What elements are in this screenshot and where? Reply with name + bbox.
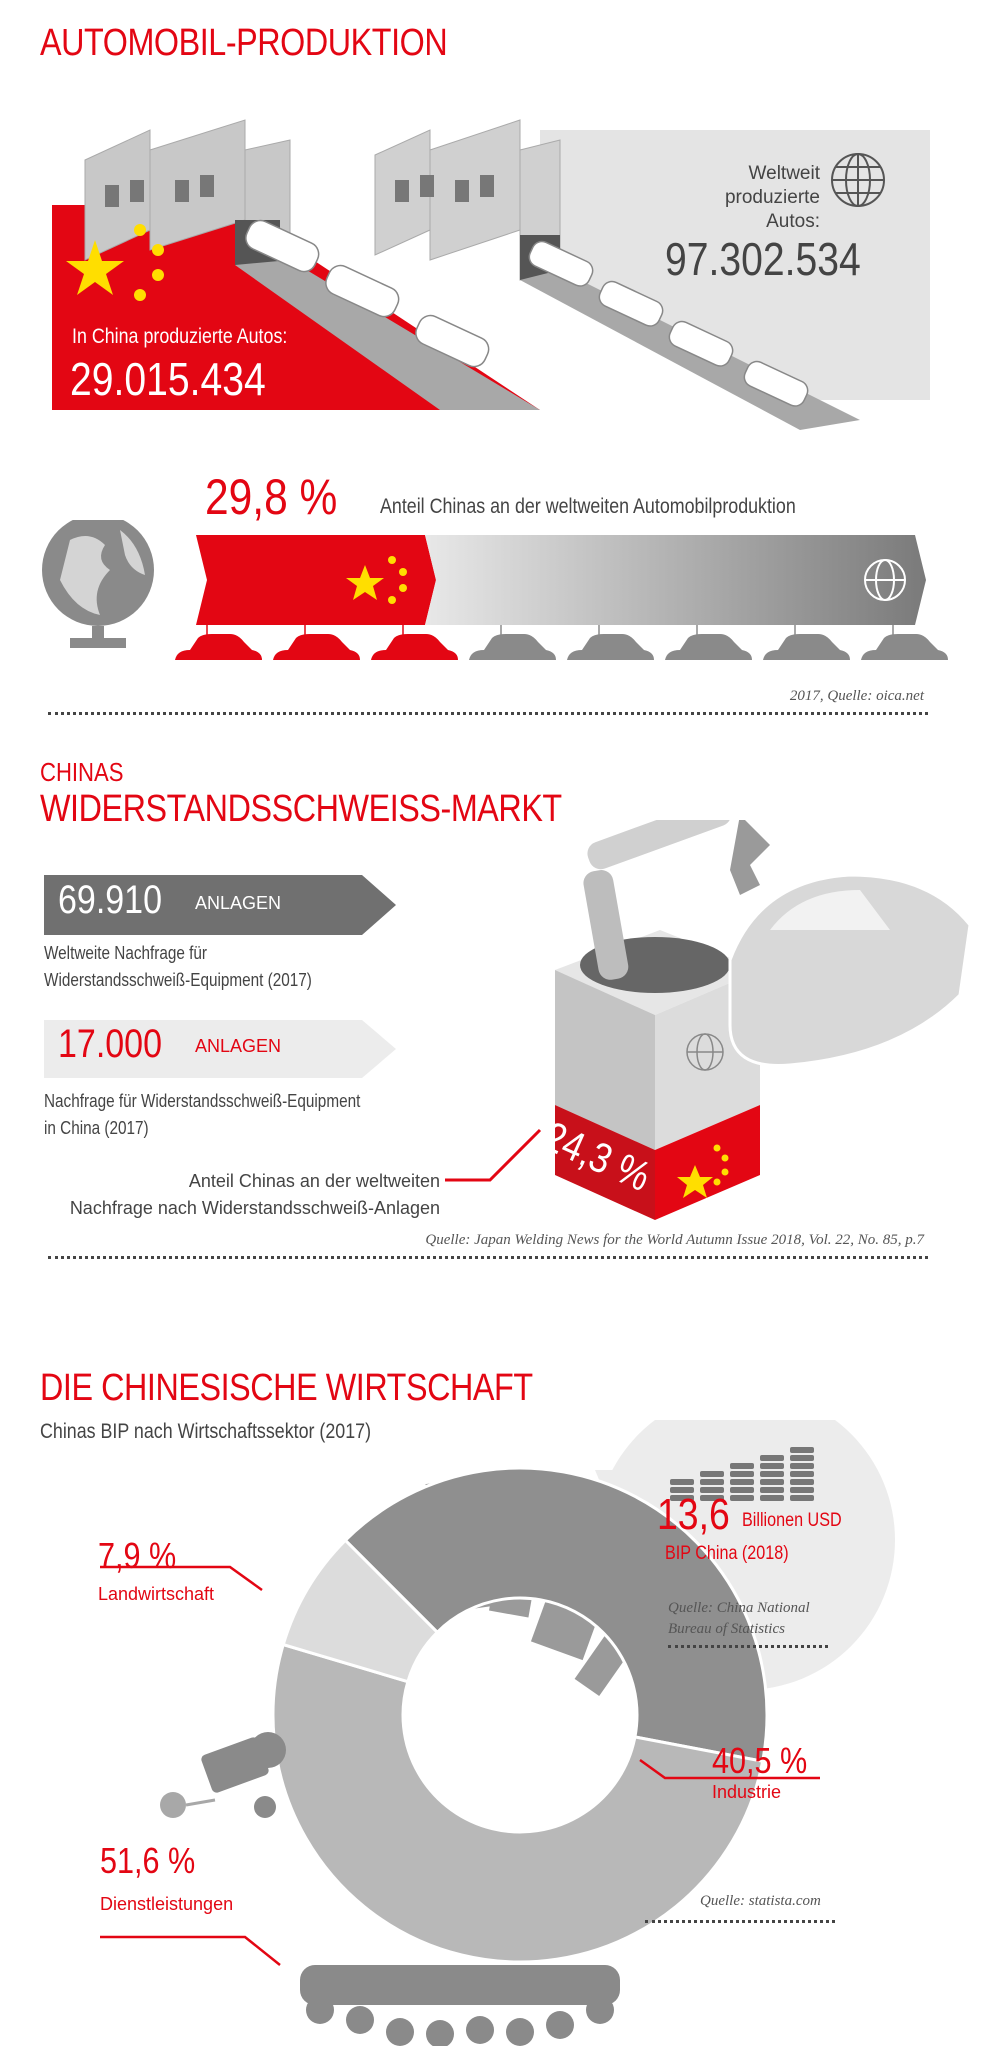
- gdp-label: BIP China (2018): [665, 1543, 789, 1564]
- china-share-label: Anteil Chinas an der weltweiten Automobi…: [380, 495, 796, 518]
- gdp-value: 13,6: [657, 1490, 730, 1539]
- world-demand-unit: ANLAGEN: [195, 893, 282, 913]
- desc-line: Widerstandsschweiß-Equipment (2017): [44, 970, 312, 990]
- factory-illustration: [52, 119, 930, 430]
- welding-robot-illustration: [445, 820, 972, 1220]
- gdp-unit: Billionen USD: [742, 1510, 842, 1531]
- share-bar-illustration: [42, 520, 948, 660]
- section-title-welding: WIDERSTANDSSCHWEISS-MARKT: [40, 788, 562, 830]
- donut-slice-landwirtschaft: [281, 1538, 440, 1684]
- source-line: Bureau of Statistics: [668, 1621, 785, 1637]
- world-demand-bar: [44, 875, 396, 935]
- car-icon: [371, 625, 458, 660]
- china-share-value: 29,8 %: [205, 469, 338, 525]
- gdp-source: Quelle: China National Bureau of Statist…: [668, 1598, 810, 1640]
- source-oica: 2017, Quelle: oica.net: [789, 688, 924, 704]
- world-cars-value: 97.302.534: [665, 233, 861, 285]
- world-label-line2: produzierte Autos:: [724, 187, 820, 232]
- desc-line: in China (2017): [44, 1118, 149, 1138]
- tractor-icon: [160, 1732, 286, 1818]
- services-label: Dienstleistungen: [100, 1894, 234, 1914]
- services-value: 51,6 %: [100, 1840, 196, 1881]
- donut-slice-industrie: [343, 1466, 769, 1764]
- globe-icon: [686, 1033, 724, 1071]
- section-title-economy: DIE CHINESISCHE WIRTSCHAFT: [40, 1367, 533, 1409]
- coins-icon: [670, 1447, 814, 1501]
- section-title-automobile: AUTOMOBIL-PRODUKTION: [40, 22, 448, 64]
- industry-label: Industrie: [712, 1782, 782, 1802]
- world-demand-desc: Weltweite Nachfrage für Widerstandsschwe…: [44, 940, 312, 994]
- divider: [645, 1920, 835, 1923]
- china-share-desc: Anteil Chinas an der weltweiten Nachfrag…: [40, 1168, 440, 1222]
- economy-subtitle: Chinas BIP nach Wirtschaftssektor (2017): [40, 1420, 372, 1443]
- car-icon: [665, 625, 752, 660]
- agriculture-label: Landwirtschaft: [98, 1584, 215, 1604]
- agriculture-value: 7,9 %: [98, 1535, 177, 1576]
- globe-icon: [831, 153, 885, 207]
- car-icon: [175, 625, 262, 660]
- gdp-donut-chart: [100, 1420, 895, 2046]
- china-demand-unit: ANLAGEN: [195, 1036, 282, 1056]
- divider: [668, 1645, 828, 1648]
- desc-line: Nachfrage für Widerstandsschweiß-Equipme…: [44, 1091, 361, 1111]
- world-label-line1: Weltweit: [748, 163, 820, 184]
- desc-line: Anteil Chinas an der weltweiten: [188, 1171, 440, 1191]
- china-demand-desc: Nachfrage für Widerstandsschweiß-Equipme…: [44, 1088, 360, 1142]
- world-demand-value: 69.910: [58, 878, 162, 922]
- china-cars-value: 29.015.434: [70, 353, 266, 405]
- divider: [48, 1256, 928, 1259]
- car-icon: [861, 625, 948, 660]
- china-demand-bar: [44, 1020, 396, 1078]
- desk-globe-icon: [42, 520, 154, 648]
- divider: [48, 712, 928, 715]
- desc-line: Weltweite Nachfrage für: [44, 943, 208, 963]
- source-welding: Quelle: Japan Welding News for the World…: [425, 1232, 924, 1248]
- people-icons: [300, 1965, 620, 2046]
- car-icon: [273, 625, 360, 660]
- car-icon: [763, 625, 850, 660]
- car-icon: [469, 625, 556, 660]
- desc-line: Nachfrage nach Widerstandsschweiß-Anlage…: [69, 1198, 440, 1218]
- section-kicker: CHINAS: [40, 757, 124, 787]
- source-statista: Quelle: statista.com: [700, 1893, 821, 1909]
- world-cars-label: Weltweit produzierte Autos:: [700, 162, 820, 234]
- china-cars-label: In China produzierte Autos:: [72, 325, 288, 348]
- china-demand-value: 17.000: [58, 1022, 162, 1066]
- source-line: Quelle: China National: [668, 1600, 810, 1616]
- car-icon: [567, 625, 654, 660]
- industry-value: 40,5 %: [712, 1740, 808, 1781]
